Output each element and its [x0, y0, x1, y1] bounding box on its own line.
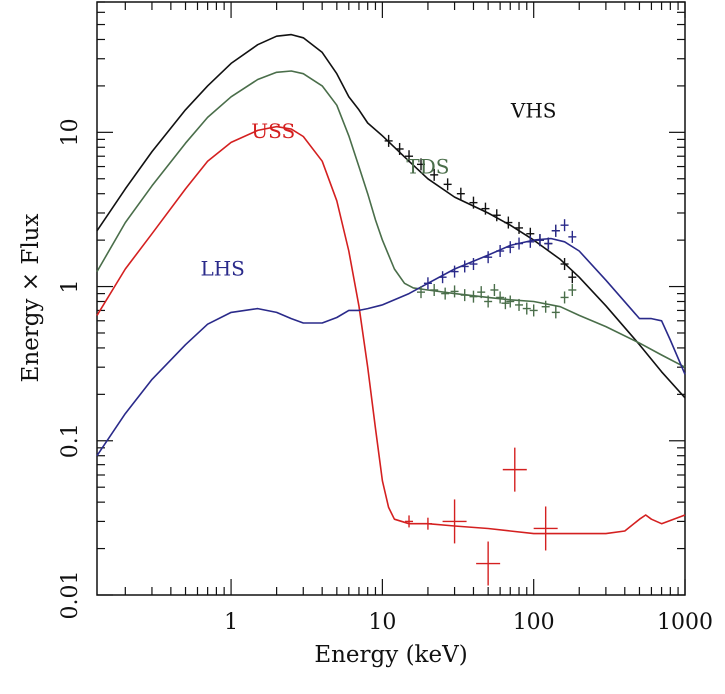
x-tick-label: 100	[513, 610, 555, 635]
lhs-model-line	[96, 237, 686, 457]
x-tick-label: 1000	[657, 610, 713, 635]
tds-data-point	[506, 295, 515, 308]
y-axis-title: Energy × Flux	[18, 214, 44, 383]
series-curves	[96, 33, 686, 535]
vhs-data-point	[469, 196, 478, 209]
y-tick-label: 10	[58, 118, 83, 146]
series-label-uss: USS	[251, 119, 295, 143]
lhs-data-point	[526, 235, 535, 248]
tds-data-point	[490, 283, 499, 296]
plot-area	[96, 1, 686, 596]
series-label-lhs: LHS	[200, 256, 244, 280]
tds-data-point	[560, 291, 569, 304]
lhs-data-point	[515, 237, 524, 250]
axis-ticks	[97, 1, 686, 596]
tds-data-point	[477, 286, 486, 299]
lhs-data-point	[560, 219, 569, 232]
tds-data-point	[529, 304, 538, 317]
tds-data-point	[501, 297, 510, 310]
lhs-data-point	[568, 230, 577, 243]
vhs-data-point	[395, 142, 404, 155]
vhs-data-point	[481, 202, 490, 215]
vhs-data-point	[405, 150, 414, 163]
tds-data-point	[496, 291, 505, 304]
series-label-tds: TDS	[406, 155, 449, 179]
series-labels: VHS TDS USS LHS	[200, 98, 556, 280]
tds-data-point	[551, 306, 560, 319]
vhs-data-point	[492, 209, 501, 222]
vhs-data-point	[417, 158, 426, 171]
lhs-data-point	[423, 277, 432, 290]
series-label-vhs: VHS	[510, 98, 557, 122]
vhs-data-point	[456, 187, 465, 200]
uss-data-point	[533, 506, 558, 551]
uss-data-point	[405, 515, 414, 528]
tds-data-point	[568, 283, 577, 296]
lhs-data-point	[469, 258, 478, 271]
tds-data-point	[515, 298, 524, 311]
x-tick-label: 10	[368, 610, 396, 635]
uss-data-point	[476, 541, 501, 586]
lhs-data-point	[484, 251, 493, 264]
lhs-data-point	[450, 265, 459, 278]
lhs-data-point	[551, 224, 560, 237]
x-tick-label: 1	[224, 610, 238, 635]
lhs-data-point	[496, 245, 505, 258]
uss-model-line	[96, 125, 686, 535]
lhs-data-point	[438, 271, 447, 284]
tds-data-point	[484, 295, 493, 308]
tds-data-point	[430, 283, 439, 296]
vhs-data-point	[384, 134, 393, 147]
tds-data-point	[541, 300, 550, 313]
plot-frame	[96, 1, 686, 596]
vhs-data-point	[504, 216, 513, 229]
tds-data-point	[441, 287, 450, 300]
y-tick-label: 0.01	[58, 571, 83, 620]
uss-data-point	[442, 499, 467, 544]
tds-data-point	[417, 286, 426, 299]
lhs-data-point	[460, 260, 469, 273]
vhs-model-line	[96, 33, 686, 399]
uss-data-point	[423, 517, 432, 530]
x-axis-title: Energy (keV)	[314, 642, 467, 668]
vhs-data-point	[560, 258, 569, 271]
lhs-data-point	[535, 234, 544, 247]
tds-data-point	[469, 290, 478, 303]
lhs-data-point	[544, 237, 553, 250]
tds-data-point	[460, 289, 469, 302]
tick-labels: 1 10 100 1000 0.01 0.1 1 10	[58, 118, 713, 635]
tds-data-point	[450, 285, 459, 298]
tds-model-line	[96, 70, 686, 368]
vhs-data-point	[430, 168, 439, 181]
vhs-data-point	[515, 221, 524, 234]
tds-data-point	[522, 302, 531, 315]
lhs-data-point	[506, 241, 515, 254]
y-tick-label: 1	[58, 280, 83, 294]
y-tick-label: 0.1	[58, 423, 83, 458]
vhs-data-point	[443, 178, 452, 191]
series-points	[384, 134, 577, 586]
uss-data-point	[502, 447, 527, 492]
vhs-data-point	[568, 271, 577, 284]
